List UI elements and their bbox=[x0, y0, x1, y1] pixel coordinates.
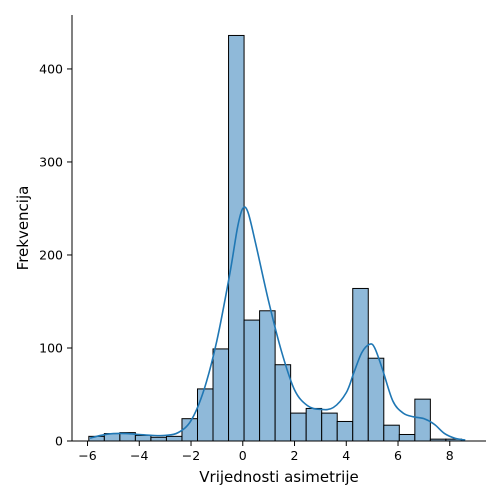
y-tick-label: 400 bbox=[39, 61, 63, 76]
histogram-bar bbox=[336, 420, 354, 442]
histogram-bar bbox=[150, 436, 167, 442]
bars-group bbox=[88, 34, 462, 442]
histogram-bar bbox=[243, 319, 261, 442]
x-tick-label: 6 bbox=[394, 448, 402, 463]
y-tick-label: 0 bbox=[55, 434, 63, 449]
x-tick-label: −4 bbox=[130, 448, 148, 463]
histogram-bar bbox=[321, 412, 338, 442]
histogram-bar bbox=[274, 364, 292, 442]
histogram-bar bbox=[305, 407, 323, 442]
x-ticks: −6 −4 −2 0 2 4 6 8 bbox=[78, 441, 454, 463]
histogram-bar bbox=[383, 424, 400, 442]
histogram-bar bbox=[352, 287, 369, 442]
x-tick-label: −2 bbox=[182, 448, 200, 463]
y-ticks: 0 100 200 300 400 bbox=[39, 61, 72, 449]
y-tick-label: 300 bbox=[39, 154, 63, 169]
histogram-bar bbox=[398, 433, 416, 442]
histogram-bar bbox=[196, 388, 214, 442]
histogram-bar bbox=[259, 310, 276, 442]
x-tick-label: 0 bbox=[239, 448, 247, 463]
x-tick-label: 4 bbox=[342, 448, 350, 463]
histogram-bar bbox=[212, 348, 230, 442]
x-tick-label: 8 bbox=[446, 448, 454, 463]
histogram-bar bbox=[290, 412, 307, 442]
histogram-bar bbox=[367, 357, 385, 442]
kde-line bbox=[89, 206, 466, 441]
histogram-bar bbox=[165, 435, 183, 442]
y-tick-label: 100 bbox=[39, 340, 63, 355]
x-axis-label: Vrijednosti asimetrije bbox=[199, 468, 358, 486]
x-tick-label: 2 bbox=[291, 448, 299, 463]
y-tick-label: 200 bbox=[39, 247, 63, 262]
x-tick-label: −6 bbox=[78, 448, 96, 463]
y-axis-label: Frekvencija bbox=[14, 186, 32, 271]
histogram-bar bbox=[134, 434, 152, 442]
